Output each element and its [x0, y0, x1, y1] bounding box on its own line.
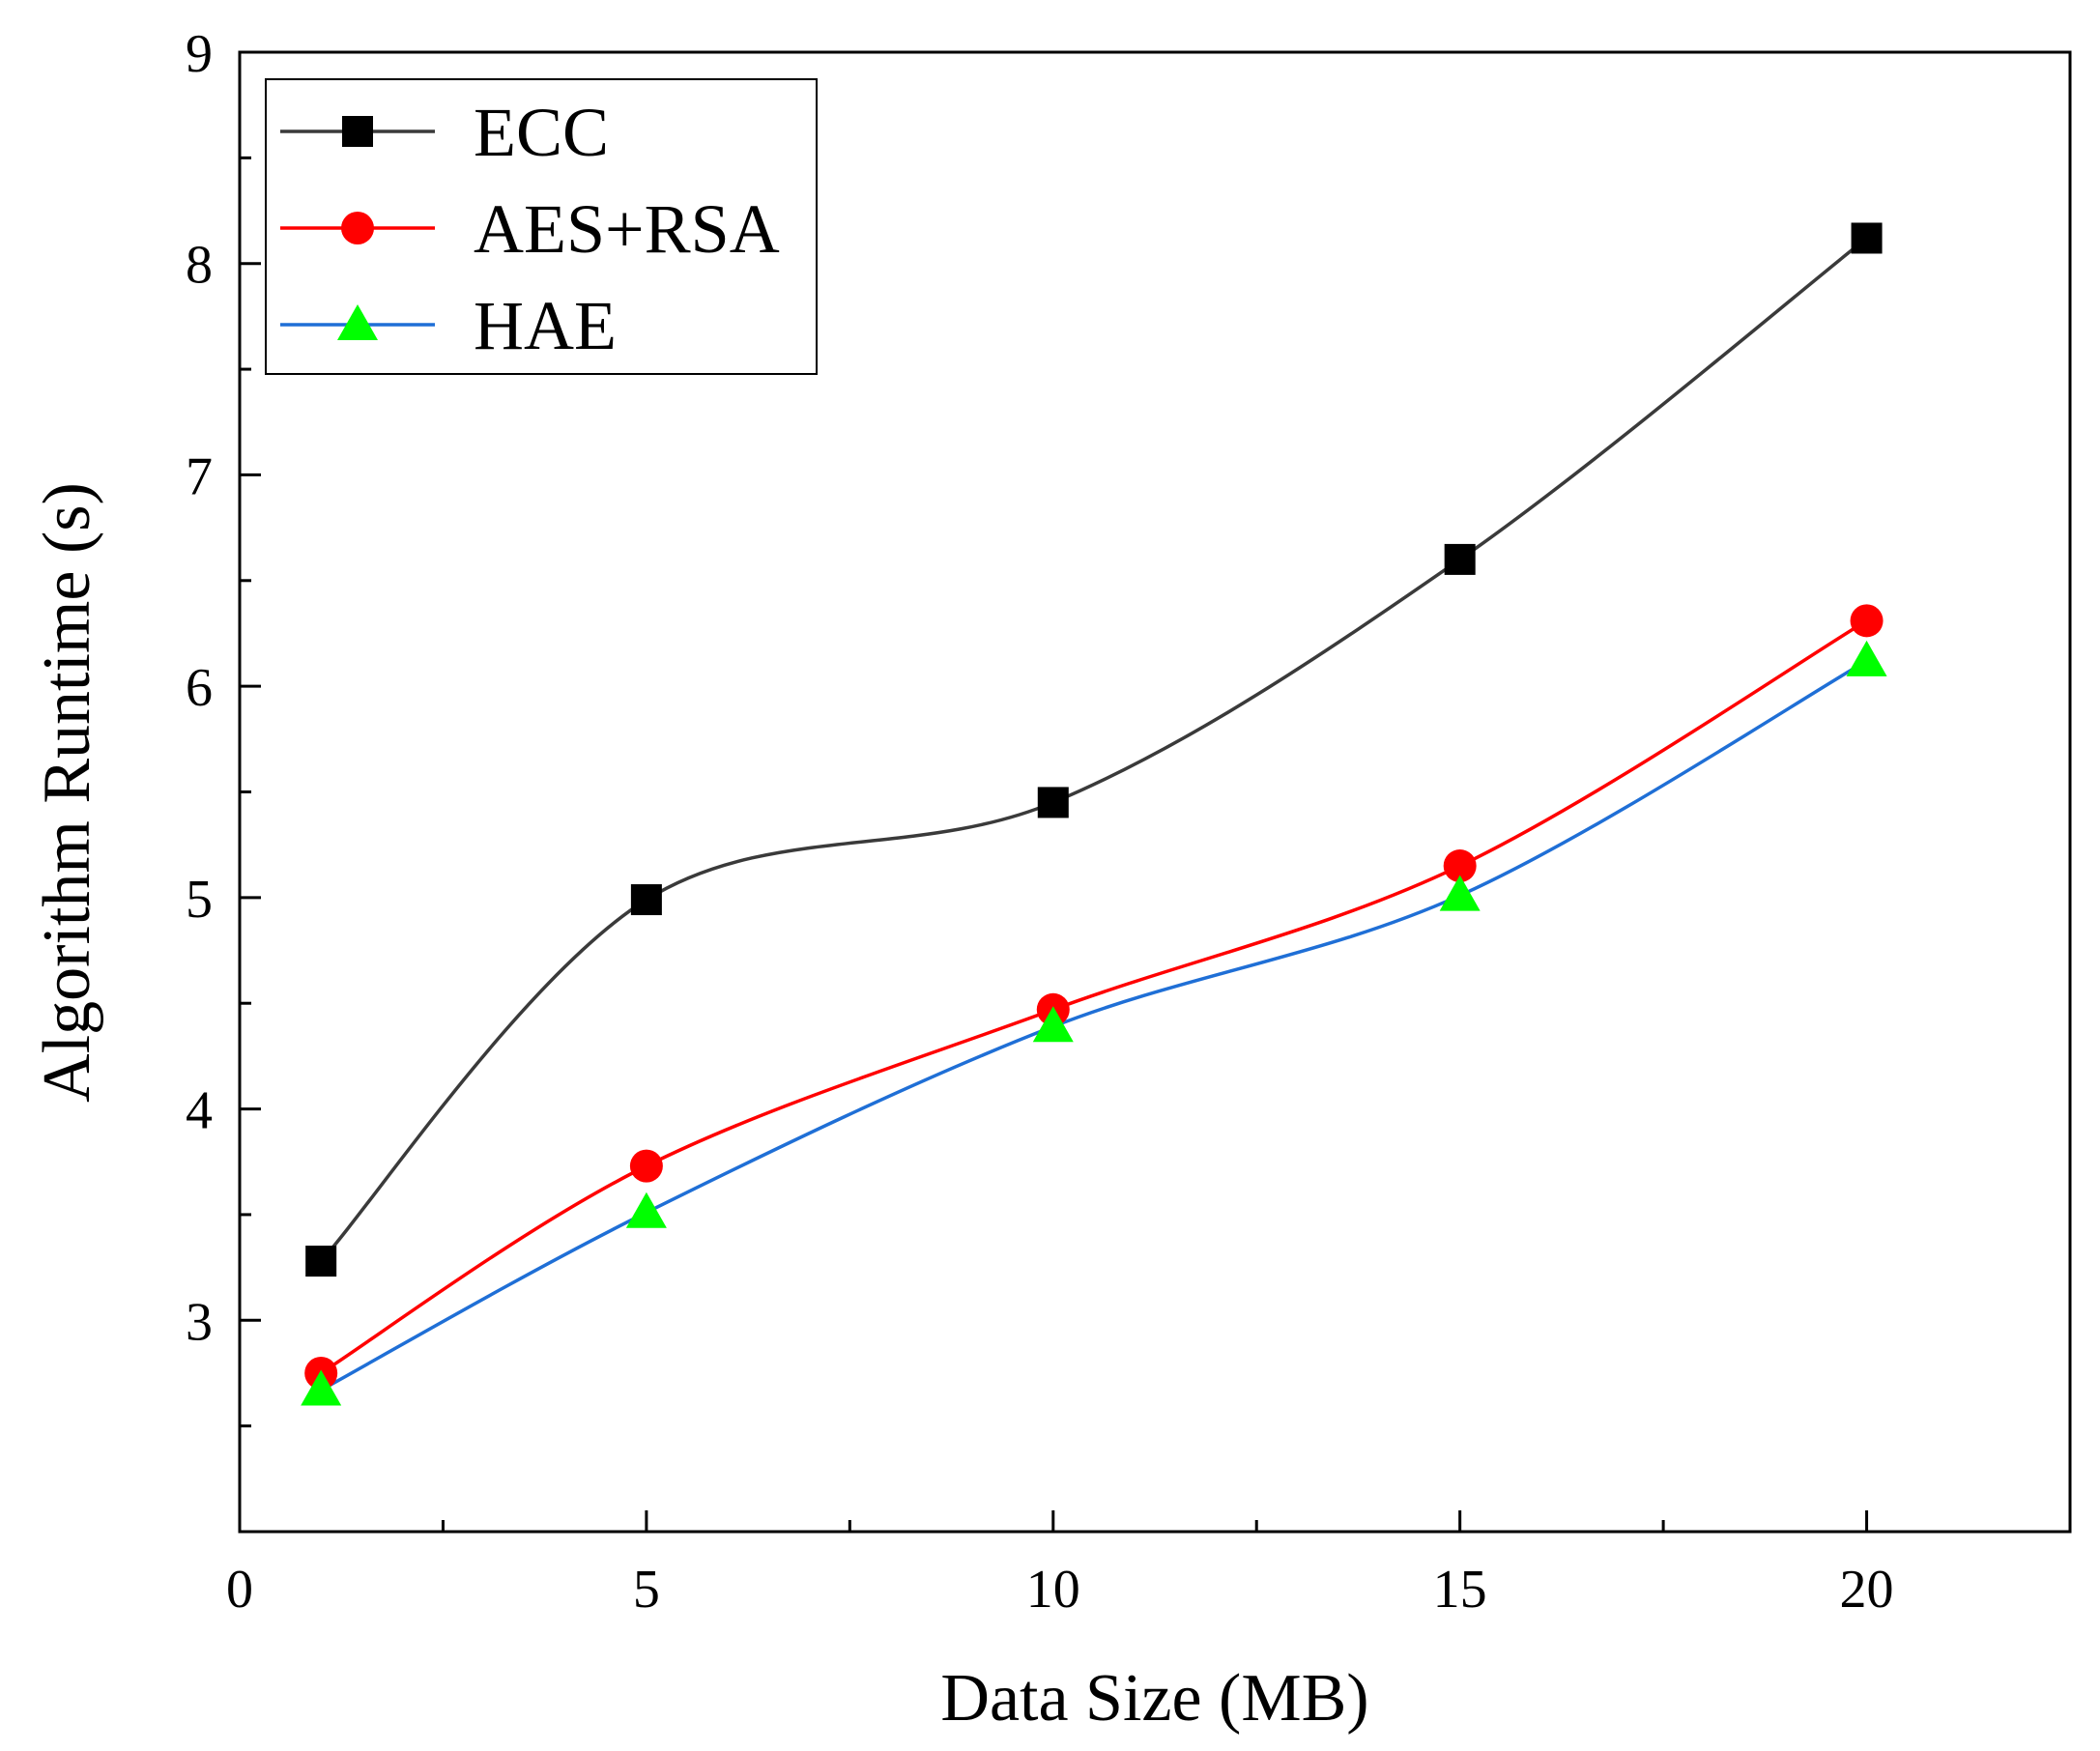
- legend-items: ECC AES+RSA HAE: [280, 94, 780, 364]
- data-point-hae: [301, 1369, 342, 1406]
- series-line-ecc: [319, 237, 1868, 1263]
- x-tick-label: 10: [1026, 1560, 1080, 1620]
- data-point-aes-rsa: [1443, 849, 1477, 883]
- data-point-ecc: [305, 1246, 337, 1277]
- legend-marker-aes-rsa: [341, 212, 374, 244]
- y-tick-label: 9: [186, 24, 213, 84]
- legend-label-aes-rsa: AES+RSA: [474, 190, 780, 268]
- data-point-hae: [625, 1191, 667, 1228]
- data-point-hae: [1032, 1006, 1074, 1043]
- x-tick-label: 0: [226, 1560, 253, 1620]
- y-tick-label: 3: [186, 1292, 213, 1352]
- x-tick-label: 15: [1433, 1560, 1487, 1620]
- y-tick-label: 4: [186, 1081, 213, 1141]
- legend: ECC AES+RSA HAE: [265, 78, 818, 375]
- axis-ticks: [238, 50, 1869, 1532]
- legend-label-hae: HAE: [474, 287, 617, 364]
- series-lines: [319, 237, 1868, 1392]
- data-point-ecc: [1851, 222, 1883, 254]
- data-point-ecc: [1444, 543, 1476, 575]
- data-point-aes-rsa: [1850, 604, 1884, 638]
- series-markers: [301, 222, 1887, 1406]
- y-axis-title: Algorithm Runtime (s): [30, 482, 104, 1103]
- legend-marker-hae: [337, 304, 378, 340]
- axis-tick-labels: 0 5 10 15 20 3 4 5 6 7 8 9: [186, 24, 1894, 1620]
- legend-marker-ecc: [342, 116, 373, 147]
- y-tick-label: 7: [186, 446, 213, 506]
- legend-label-ecc: ECC: [474, 94, 609, 171]
- x-tick-label: 5: [633, 1560, 660, 1620]
- data-point-hae: [1439, 875, 1481, 911]
- x-tick-label: 20: [1840, 1560, 1894, 1620]
- y-tick-label: 6: [186, 658, 213, 718]
- data-point-hae: [1846, 640, 1887, 676]
- y-tick-label: 5: [186, 870, 213, 930]
- series-line-hae: [320, 659, 1868, 1392]
- x-axis-title: Data Size (MB): [940, 1661, 1368, 1736]
- data-point-aes-rsa: [629, 1149, 663, 1183]
- y-tick-label: 8: [186, 236, 213, 296]
- data-point-ecc: [1037, 787, 1069, 818]
- data-point-ecc: [630, 884, 662, 916]
